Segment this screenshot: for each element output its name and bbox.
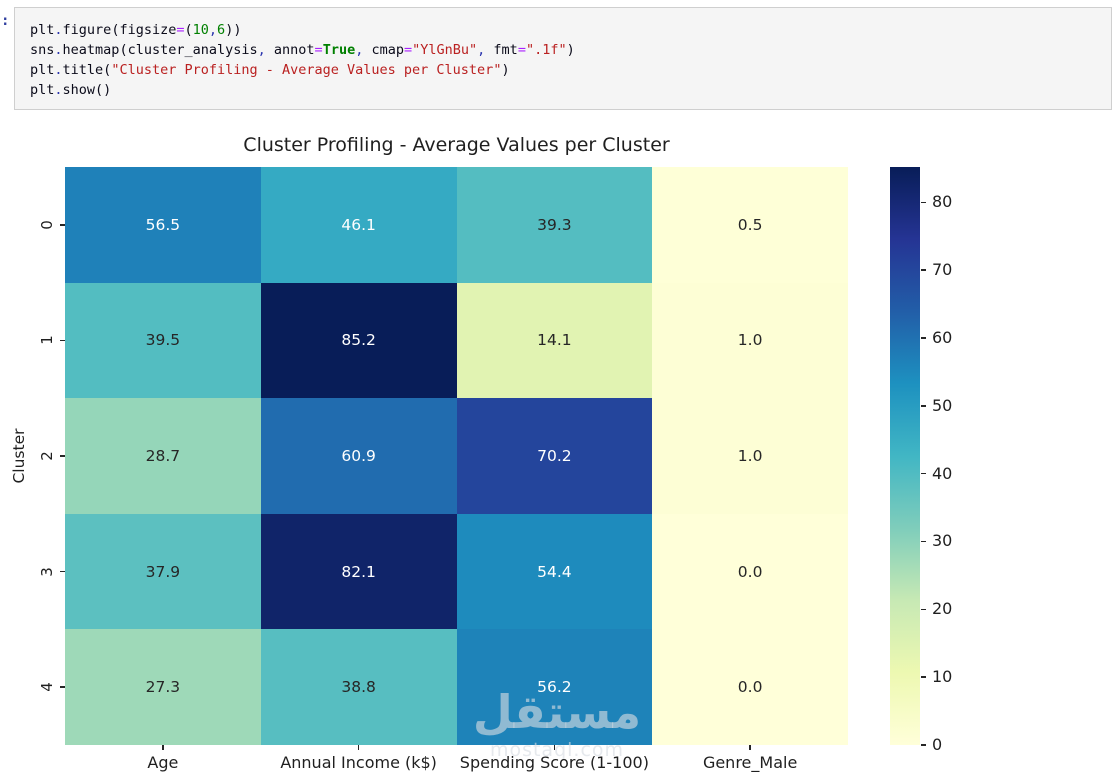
colorbar-tick-label: 0 — [932, 735, 943, 754]
colorbar-tick-label: 20 — [932, 599, 953, 619]
code-line: plt.title("Cluster Profiling - Average V… — [30, 62, 510, 78]
colorbar-tick-mark — [921, 405, 926, 407]
heatmap-cell: 39.3 — [456, 167, 653, 283]
heatmap-annotation: 27.3 — [145, 678, 181, 697]
heatmap-annotation: 46.1 — [341, 215, 376, 234]
heatmap-cell: 28.7 — [65, 398, 261, 514]
y-tick-label: 0 — [38, 220, 56, 230]
code-line: sns.heatmap(cluster_analysis, annot=True… — [30, 42, 575, 58]
y-tick-mark — [60, 339, 65, 342]
y-tick-mark — [60, 224, 65, 226]
x-tick-mark — [357, 745, 360, 750]
heatmap-cell: 56.5 — [65, 167, 261, 283]
heatmap-cell: 82.1 — [260, 513, 457, 630]
heatmap-cell: 37.9 — [65, 513, 261, 630]
colorbar — [890, 167, 920, 745]
heatmap-annotation: 56.5 — [145, 215, 181, 234]
heatmap-annotation: 0.5 — [737, 215, 763, 234]
y-tick-mark — [60, 570, 65, 573]
heatmap-annotation: 60.9 — [341, 446, 376, 465]
heatmap-annotation: 38.8 — [341, 678, 376, 697]
code-editor[interactable]: plt.figure(figsize=(10,6)) sns.heatmap(cl… — [15, 8, 1111, 112]
y-axis-label: Cluster — [10, 428, 28, 484]
y-tick-label: 3 — [38, 566, 56, 577]
colorbar-tick-label: 70 — [932, 260, 953, 280]
colorbar-tick-mark — [921, 472, 926, 475]
heatmap-cell: 85.2 — [260, 282, 457, 399]
colorbar-tick-mark — [921, 540, 926, 543]
heatmap-annotation: 54.4 — [537, 562, 572, 581]
colorbar-tick-label: 40 — [932, 463, 953, 483]
heatmap-annotation: 39.5 — [145, 331, 181, 350]
code-line: plt.figure(figsize=(10,6)) — [30, 22, 242, 38]
chart-title: Cluster Profiling - Average Values per C… — [243, 134, 670, 156]
colorbar-tick-label: 10 — [932, 667, 953, 687]
heatmap-annotation: 0.0 — [737, 562, 763, 581]
colorbar-tick-mark — [921, 676, 926, 678]
heatmap-cell: 38.8 — [260, 629, 457, 745]
heatmap-annotation: 0.0 — [737, 678, 763, 697]
colorbar-tick-label: 80 — [932, 192, 953, 212]
heatmap-cell: 70.2 — [456, 398, 653, 514]
heatmap-cell: 14.1 — [456, 282, 653, 399]
heatmap-annotation: 56.2 — [537, 678, 572, 697]
heatmap-cell: 0.5 — [652, 167, 848, 283]
cell-execution-prompt: : — [1, 13, 10, 29]
heatmap: 56.5 46.1 39.3 0.5 39.5 85.2 14.1 1.0 28.7 60.9 70… — [65, 167, 848, 745]
x-tick-mark — [553, 745, 556, 750]
x-tick-label: Spending Score (1-100) — [459, 753, 649, 772]
heatmap-annotation: 70.2 — [537, 446, 572, 465]
x-tick-label: Genre_Male — [702, 753, 798, 772]
x-tick-mark — [749, 745, 751, 750]
y-tick-mark — [60, 455, 65, 457]
heatmap-annotation: 82.1 — [341, 562, 376, 581]
colorbar-tick-mark — [921, 744, 926, 746]
y-tick-label: 2 — [38, 451, 56, 461]
y-tick-label: 4 — [38, 682, 56, 692]
colorbar-tick-label: 30 — [932, 531, 953, 551]
code-cell[interactable]: plt.figure(figsize=(10,6)) sns.heatmap(cl… — [14, 7, 1112, 110]
heatmap-cell: 1.0 — [652, 282, 848, 399]
colorbar-tick-mark — [921, 337, 926, 339]
heatmap-cell: 56.2 — [456, 629, 653, 745]
heatmap-annotation: 28.7 — [145, 446, 181, 465]
x-tick-label: Age — [147, 753, 179, 772]
colorbar-tick-label: 50 — [932, 395, 953, 415]
heatmap-annotation: 85.2 — [341, 331, 376, 350]
y-tick-mark — [60, 686, 65, 688]
heatmap-cell: 0.0 — [652, 629, 848, 745]
colorbar-tick-mark — [921, 269, 926, 271]
heatmap-annotation: 37.9 — [145, 562, 181, 581]
heatmap-annotation: 1.0 — [737, 331, 763, 350]
heatmap-cell: 54.4 — [456, 513, 653, 630]
y-tick-label: 1 — [38, 335, 56, 346]
heatmap-cell: 39.5 — [65, 282, 261, 399]
heatmap-cell: 60.9 — [260, 398, 457, 514]
x-tick-mark — [162, 745, 164, 750]
heatmap-cell: 1.0 — [652, 398, 848, 514]
heatmap-cell: 27.3 — [65, 629, 261, 745]
code-line: plt.show() — [30, 82, 112, 98]
colorbar-tick-mark — [921, 201, 926, 204]
heatmap-annotation: 39.3 — [537, 215, 572, 234]
heatmap-cell: 0.0 — [652, 513, 848, 630]
heatmap-annotation: 1.0 — [737, 446, 763, 465]
x-tick-label: Annual Income (k$) — [280, 753, 437, 772]
heatmap-cell: 46.1 — [260, 167, 457, 283]
colorbar-tick-label: 60 — [932, 327, 953, 347]
heatmap-annotation: 14.1 — [537, 331, 572, 350]
colorbar-tick-mark — [921, 608, 926, 611]
